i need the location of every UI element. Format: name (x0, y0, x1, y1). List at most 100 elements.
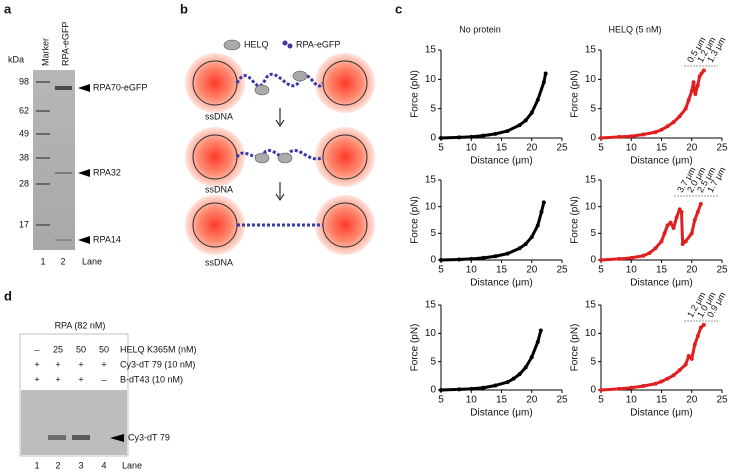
x-tick-label: 25 (556, 143, 568, 154)
data-point (671, 226, 676, 230)
y-axis-label: Force (pN) (570, 196, 581, 244)
x-tick-label: 20 (526, 395, 538, 406)
panel-d: RPA (82 nM) Cy3-dT 79 – 25 50 50 HELQ K365M … (19, 320, 197, 470)
data-line (600, 203, 703, 262)
data-point (668, 220, 673, 225)
data-point (535, 339, 540, 344)
data-point (493, 131, 498, 136)
data-point (629, 385, 634, 390)
data-point (699, 71, 704, 76)
y-tick-label: 5 (590, 228, 596, 239)
data-point (629, 134, 634, 139)
bead-label: ssDNA (205, 257, 233, 267)
data-point (665, 223, 670, 228)
marker: 62 (19, 105, 29, 115)
y-axis-label: Force (pN) (570, 70, 581, 118)
data-point (539, 210, 544, 214)
band-label: RPA14 (93, 234, 121, 244)
data-line (440, 330, 543, 392)
data-point (617, 386, 622, 391)
data-point (538, 328, 543, 333)
marker: 38 (19, 152, 29, 162)
data-point (677, 368, 682, 373)
y-tick-label: 10 (425, 74, 437, 85)
data-point (629, 255, 634, 260)
y-axis-label: Force (pN) (410, 196, 421, 244)
data-point (647, 251, 652, 256)
x-tick-label: 5 (438, 265, 444, 276)
band-label: RPA32 (93, 167, 121, 177)
x-tick-label: 10 (626, 265, 638, 276)
data-point (469, 386, 474, 391)
data-point (523, 118, 528, 123)
lane-header: RPA-eGFP (60, 22, 70, 66)
data-point (599, 388, 603, 392)
unit: kDa (8, 54, 24, 64)
y-axis-label: Force (pN) (410, 70, 421, 118)
data-line (600, 323, 705, 392)
data-point (523, 242, 528, 246)
data-point (617, 134, 622, 139)
data-point (659, 379, 664, 384)
x-tick-label: 5 (438, 395, 444, 406)
gel (33, 70, 75, 250)
x-tick-label: 5 (598, 143, 604, 154)
panel-label: d (4, 288, 12, 303)
data-point (641, 384, 646, 389)
y-tick-label: 10 (585, 201, 597, 212)
data-point (439, 136, 443, 140)
data-point (457, 387, 462, 392)
data-point (653, 381, 658, 386)
data-point (543, 71, 548, 76)
condition: + (34, 359, 39, 369)
band (55, 239, 72, 241)
x-tick-label: 20 (686, 265, 698, 276)
band (72, 435, 90, 440)
x-tick-label: 10 (466, 395, 478, 406)
data-point (665, 376, 670, 381)
legend: RPA-eGFP (296, 39, 340, 49)
x-axis-label: Distance (μm) (470, 156, 532, 167)
data-line (600, 69, 706, 140)
marker: 28 (19, 178, 29, 188)
marker: 49 (19, 128, 29, 138)
x-tick-label: 15 (656, 265, 668, 276)
data-point (701, 68, 706, 73)
data-point (535, 97, 540, 102)
data-point (541, 80, 546, 85)
data-point (641, 132, 646, 137)
data-point (701, 322, 706, 327)
data-point (683, 106, 688, 111)
data-point (659, 239, 664, 244)
x-tick-label: 20 (686, 395, 698, 406)
data-point (439, 258, 443, 262)
data-point (457, 135, 462, 140)
arrows (78, 84, 90, 244)
data-point (529, 355, 534, 360)
data-point (695, 83, 700, 88)
y-tick-label: 15 (585, 45, 597, 56)
condition: 25 (53, 344, 63, 354)
panel-b: HELQ RPA-eGFP ssDNA ssDNA ssDNA (185, 39, 375, 267)
x-tick-label: 20 (526, 265, 538, 276)
x-tick-label: 10 (466, 265, 478, 276)
data-point (671, 373, 676, 378)
data-point (481, 255, 486, 260)
data-point (686, 97, 691, 102)
condition: + (101, 359, 106, 369)
x-tick-label: 20 (526, 143, 538, 154)
data-point (481, 385, 486, 390)
data-point (469, 134, 474, 139)
data-line (440, 73, 548, 140)
y-tick-label: 0 (430, 255, 436, 266)
x-tick-label: 5 (438, 143, 444, 154)
y-tick-label: 0 (590, 255, 596, 266)
data-point (517, 372, 522, 377)
marker: 17 (19, 219, 29, 229)
y-tick-label: 0 (430, 385, 436, 396)
x-axis-label: Distance (μm) (630, 278, 692, 289)
x-tick-label: 10 (626, 395, 638, 406)
y-tick-label: 10 (425, 201, 437, 212)
panel-label: c (395, 1, 402, 16)
